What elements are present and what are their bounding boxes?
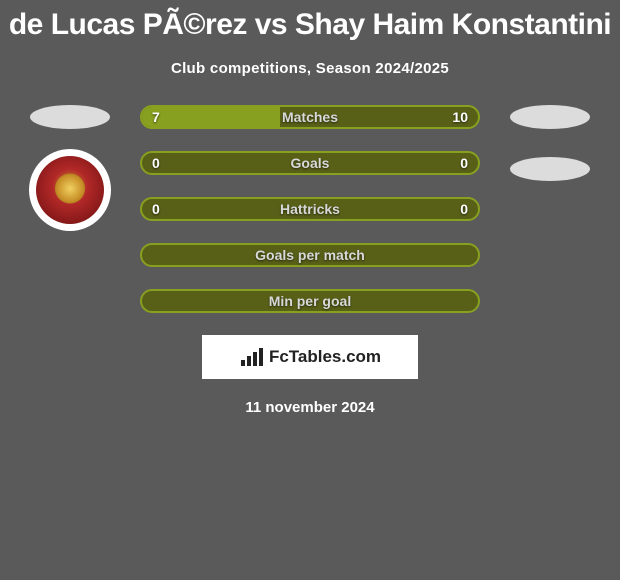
stat-bar-fill — [142, 107, 280, 127]
stats-bars: 7 Matches 10 0 Goals 0 0 Hattricks 0 Goa… — [140, 105, 480, 313]
club-badge-graphic — [36, 156, 104, 224]
stat-right-value: 0 — [460, 155, 468, 171]
right-placeholder-oval-2 — [510, 157, 590, 181]
right-placeholder-oval — [510, 105, 590, 129]
logo-text: FcTables.com — [269, 347, 381, 367]
right-player-column — [500, 105, 600, 181]
comparison-content: 7 Matches 10 0 Goals 0 0 Hattricks 0 Goa… — [0, 105, 620, 416]
bars-icon — [239, 346, 265, 368]
stat-bar-hattricks: 0 Hattricks 0 — [140, 197, 480, 221]
stat-label: Goals — [291, 155, 330, 171]
stat-right-value: 0 — [460, 201, 468, 217]
stat-left-value: 0 — [152, 201, 160, 217]
stat-left-value: 7 — [152, 109, 160, 125]
stat-bar-goals: 0 Goals 0 — [140, 151, 480, 175]
left-placeholder-oval — [30, 105, 110, 129]
stat-bar-goals-per-match: Goals per match — [140, 243, 480, 267]
stat-label: Goals per match — [255, 247, 365, 263]
stat-label: Matches — [282, 109, 338, 125]
page-title: de Lucas PÃ©rez vs Shay Haim Konstantini — [0, 0, 620, 42]
stat-left-value: 0 — [152, 155, 160, 171]
left-player-column — [20, 105, 120, 231]
fctables-logo[interactable]: FcTables.com — [202, 335, 418, 379]
stat-bar-matches: 7 Matches 10 — [140, 105, 480, 129]
left-club-badge — [29, 149, 111, 231]
stat-bar-min-per-goal: Min per goal — [140, 289, 480, 313]
stat-label: Min per goal — [269, 293, 351, 309]
date-text: 11 november 2024 — [0, 399, 620, 416]
stat-right-value: 10 — [452, 109, 468, 125]
subtitle: Club competitions, Season 2024/2025 — [0, 60, 620, 77]
stat-label: Hattricks — [280, 201, 340, 217]
